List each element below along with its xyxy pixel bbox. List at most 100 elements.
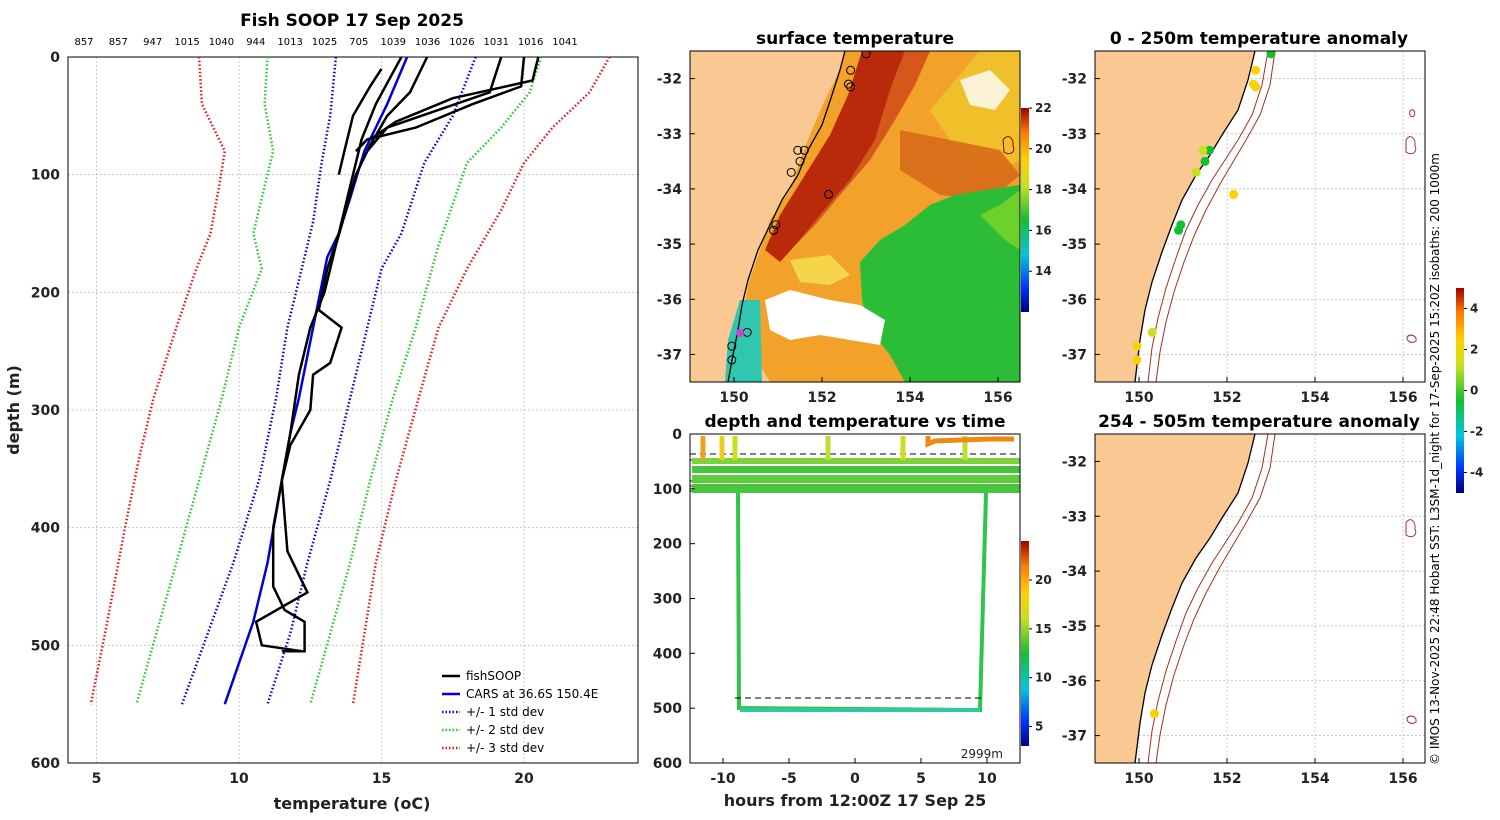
anomaly-deep-panel: 254 - 505m temperature anomaly 150 152 154… [1062, 412, 1426, 787]
x-tick-label: 0 [850, 771, 860, 787]
depth-band [692, 458, 1020, 464]
y-tick-label: 500 [653, 701, 682, 717]
y-tick-label: -37 [1062, 729, 1087, 745]
y-tick-label: -35 [1062, 237, 1087, 253]
timeseries-body [690, 436, 1020, 713]
fishing-id-label: 857 [109, 37, 128, 48]
anomaly-point [1174, 225, 1184, 235]
anomaly-point [1251, 65, 1261, 75]
anomaly-deep-axes-frame [1094, 433, 1426, 764]
y-tick-label: -33 [657, 127, 682, 143]
x-tick-label: 150 [719, 390, 748, 406]
y-tick-label: -33 [1062, 509, 1087, 525]
profile-xlabel: temperature (oC) [274, 794, 431, 813]
depth-band [692, 475, 1020, 483]
anomaly-point [1132, 355, 1142, 365]
y-tick-label: -37 [657, 347, 682, 363]
series--3-std [351, 56, 611, 705]
legend-cars: CARS at 36.6S 150.4E [466, 687, 598, 701]
catch-locations [727, 51, 871, 365]
x-tick-label: -10 [710, 771, 736, 787]
fishing-id-label: 1013 [277, 37, 302, 48]
series-fishsoop [355, 56, 526, 152]
coastline [1134, 51, 1256, 382]
anomaly-shallow-axes-frame [1094, 50, 1426, 383]
fishing-id-label: 944 [246, 37, 265, 48]
series-cars-mean [223, 56, 409, 705]
y-tick-label: 200 [31, 285, 60, 301]
catch-location-circle [846, 65, 856, 75]
colorbar-tick-label: 22 [1035, 101, 1052, 115]
x-tick-label: 154 [1300, 390, 1329, 406]
cloud-gap-north [960, 70, 1010, 110]
fishing-id-label: 1041 [552, 37, 577, 48]
deep-deployment-trace [736, 492, 988, 713]
x-tick-label: 150 [1124, 771, 1153, 787]
anomaly-point [1204, 145, 1214, 155]
isobath-1000m [1155, 434, 1276, 763]
surface-trace [925, 436, 1014, 448]
island-outline [1406, 334, 1417, 343]
sst-map-body [690, 51, 1020, 382]
isobath-200m [1147, 51, 1269, 382]
anomaly-point [1200, 156, 1210, 166]
sst-colorbar-ticks: 22 20 18 16 14 [1029, 101, 1052, 278]
anomaly-shallow-points [1132, 51, 1276, 365]
anomaly-point [1198, 145, 1208, 155]
y-tick-label: 500 [31, 638, 60, 654]
anomaly-shallow-panel: 0 - 250m temperature anomaly 150 152 154 15… [1062, 29, 1426, 406]
fishing-id-label: 1031 [484, 37, 509, 48]
catch-location-circle [769, 225, 779, 235]
catch-location-circle [727, 341, 737, 351]
y-tick-label: 300 [653, 592, 682, 608]
isobath-1000m [1155, 51, 1276, 382]
legend-std2: +/- 2 std dev [466, 723, 544, 737]
timeseries-xlabel: hours from 12:00Z 17 Sep 25 [724, 791, 986, 810]
colorbar-tick-label: 18 [1035, 183, 1052, 197]
isobath-200m [1147, 434, 1269, 763]
y-tick-label: -37 [1062, 347, 1087, 363]
y-tick-label: 0 [672, 427, 682, 443]
cloud-gap [765, 290, 885, 345]
colorbar-tick-label: 20 [1035, 142, 1052, 156]
sst-transition [790, 255, 850, 285]
x-tick-label: 154 [895, 390, 924, 406]
land-area [1095, 434, 1255, 763]
profile-ylabel: depth (m) [4, 365, 23, 455]
coastline [1134, 434, 1256, 763]
x-tick-label: 150 [1124, 390, 1153, 406]
series-fishsoop [366, 56, 503, 152]
sst-axes-frame [689, 50, 1021, 383]
island-outline [1002, 136, 1015, 155]
fishing-id-label: 947 [143, 37, 162, 48]
series--3-std [89, 56, 227, 705]
fishing-id-label: 1036 [415, 37, 440, 48]
legend-fishsoop: fishSOOP [466, 669, 521, 683]
y-tick-label: 600 [653, 756, 682, 772]
fishing-id-label: 857 [74, 37, 93, 48]
catch-location-circle [771, 220, 781, 230]
series--2-std [135, 56, 275, 705]
credit-text: © IMOS 13-Nov-2025 22:48 Hobart SST: L3S… [1428, 153, 1442, 765]
bottom-depth-annotation: 2999m [961, 747, 1003, 761]
y-tick-label: 400 [653, 646, 682, 662]
y-tick-label: 100 [31, 168, 60, 184]
y-tick-label: 200 [653, 537, 682, 553]
y-tick-label: -34 [1062, 182, 1088, 198]
island-outline [1409, 109, 1416, 118]
anomaly-point [1191, 167, 1201, 177]
sst-current-edge [800, 51, 930, 240]
x-tick-label: 154 [1300, 771, 1329, 787]
x-tick-label: 156 [983, 390, 1012, 406]
anomaly-point [1251, 82, 1261, 92]
sst-map-panel: surface temperature [657, 29, 1052, 406]
y-tick-label: 0 [50, 50, 60, 66]
anomaly-point [1132, 341, 1142, 351]
catch-location-circle [846, 82, 856, 92]
sst-coastal-cool [725, 300, 762, 382]
sst-cool-water [860, 185, 1020, 382]
anomaly-colorbar [1456, 288, 1464, 493]
timeseries-title: depth and temperature vs time [705, 412, 1006, 432]
island-outline [1406, 715, 1417, 724]
